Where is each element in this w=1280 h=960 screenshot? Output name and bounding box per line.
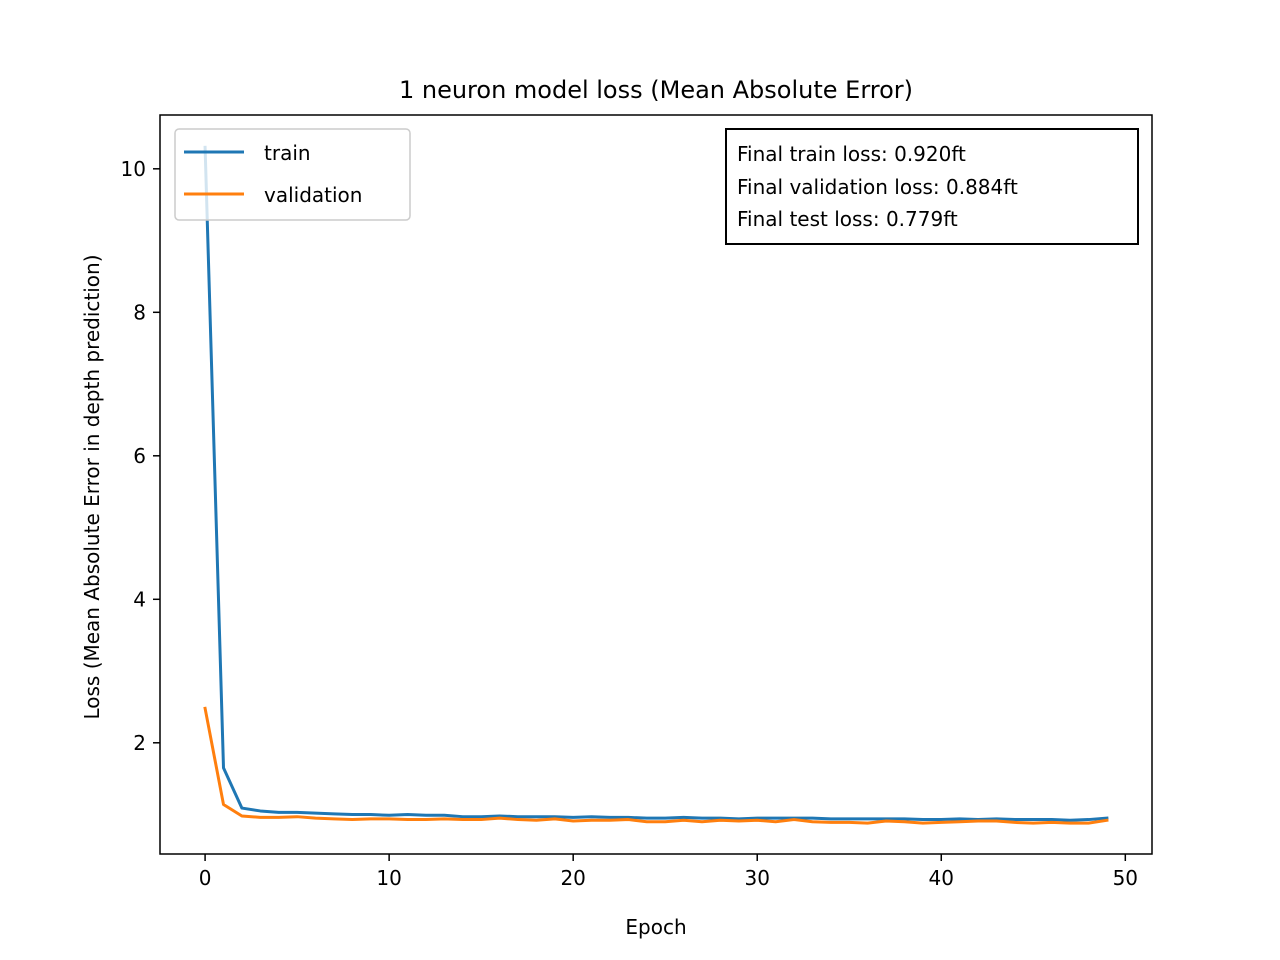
legend-label-train: train [264, 141, 311, 165]
x-tick-label: 0 [199, 866, 212, 890]
series-layer [203, 145, 1109, 825]
x-axis-ticks: 0 10 20 30 40 50 [199, 854, 1138, 890]
annotation-line-validation: Final validation loss: 0.884ft [737, 175, 1018, 199]
y-axis-label: Loss (Mean Absolute Error in depth predi… [80, 254, 104, 719]
y-tick-label: 6 [133, 444, 146, 468]
y-tick-label: 4 [133, 587, 146, 611]
annotation-line-train: Final train loss: 0.920ft [737, 142, 966, 166]
y-axis-ticks: 2 4 6 8 10 [121, 157, 160, 755]
x-tick-label: 40 [929, 866, 954, 890]
y-tick-label: 8 [133, 300, 146, 324]
annotation-box [725, 128, 1139, 245]
legend: train validation [174, 128, 411, 221]
y-tick-label: 2 [133, 731, 146, 755]
chart-title: 1 neuron model loss (Mean Absolute Error… [399, 76, 913, 104]
annotation-line-test: Final test loss: 0.779ft [737, 207, 958, 231]
x-axis-label: Epoch [625, 915, 686, 939]
series-line-train [203, 145, 1109, 822]
x-tick-label: 10 [376, 866, 401, 890]
x-tick-label: 50 [1113, 866, 1138, 890]
final-loss-annotation: Final train loss: 0.920ft Final validati… [725, 128, 1139, 245]
plot-frame [159, 114, 1153, 855]
y-tick-label: 10 [121, 157, 146, 181]
x-tick-label: 30 [744, 866, 769, 890]
legend-label-validation: validation [264, 183, 362, 207]
series-line-validation [203, 706, 1109, 825]
x-tick-label: 20 [560, 866, 585, 890]
